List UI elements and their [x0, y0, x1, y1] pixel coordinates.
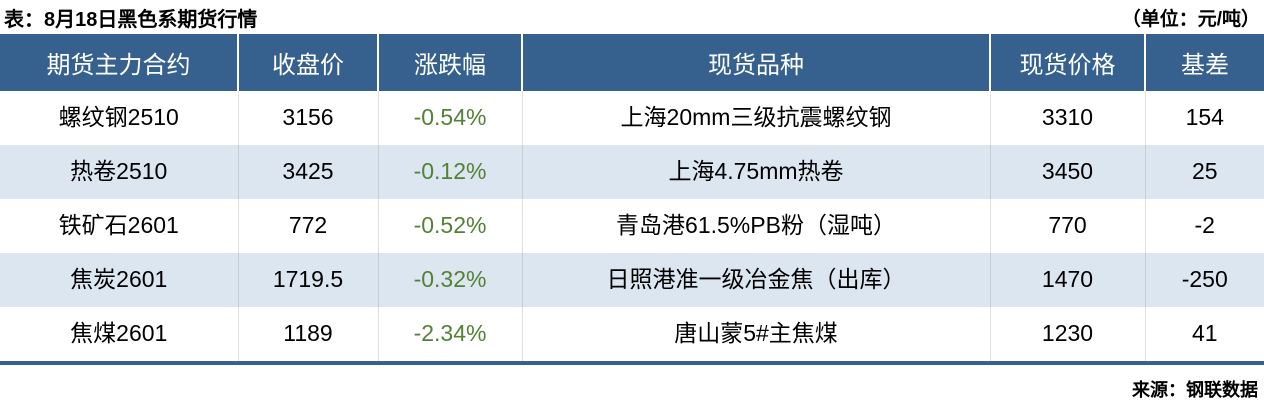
basis-cell: -2 [1144, 199, 1264, 253]
contract-cell: 焦煤2601 [0, 307, 238, 363]
table-row: 螺纹钢2510 3156 -0.54% 上海20mm三级抗震螺纹钢 3310 1… [0, 91, 1264, 145]
contract-cell: 焦炭2601 [0, 253, 238, 307]
table-row: 焦煤2601 1189 -2.34% 唐山蒙5#主焦煤 1230 41 [0, 307, 1264, 363]
col-header-spot-price: 现货价格 [989, 34, 1145, 91]
table-row: 热卷2510 3425 -0.12% 上海4.75mm热卷 3450 25 [0, 145, 1264, 199]
spot-cell: 日照港准一级冶金焦（出库） [521, 253, 990, 307]
spot-cell: 上海20mm三级抗震螺纹钢 [521, 91, 990, 145]
spot-cell: 上海4.75mm热卷 [521, 145, 990, 199]
col-header-change: 涨跌幅 [377, 34, 522, 91]
source-note: 来源：钢联数据 [1132, 380, 1258, 400]
title-row: 表：8月18日黑色系期货行情 （单位：元/吨） [0, 0, 1264, 34]
change-cell: -0.32% [377, 253, 522, 307]
basis-cell: 41 [1144, 307, 1264, 363]
contract-cell: 螺纹钢2510 [0, 91, 238, 145]
close-cell: 772 [237, 199, 378, 253]
change-cell: -0.12% [377, 145, 522, 199]
spot-price-cell: 1230 [989, 307, 1145, 363]
unit-note: （单位：元/吨） [1121, 9, 1260, 31]
close-cell: 3156 [237, 91, 378, 145]
contract-cell: 热卷2510 [0, 145, 238, 199]
basis-cell: -250 [1144, 253, 1264, 307]
change-cell: -0.54% [377, 91, 522, 145]
close-cell: 1719.5 [237, 253, 378, 307]
col-header-basis: 基差 [1144, 34, 1264, 91]
col-header-close: 收盘价 [237, 34, 378, 91]
spot-price-cell: 770 [989, 199, 1145, 253]
table-row: 焦炭2601 1719.5 -0.32% 日照港准一级冶金焦（出库） 1470 … [0, 253, 1264, 307]
close-cell: 3425 [237, 145, 378, 199]
spot-cell: 唐山蒙5#主焦煤 [521, 307, 990, 363]
spot-price-cell: 3310 [989, 91, 1145, 145]
table-row: 铁矿石2601 772 -0.52% 青岛港61.5%PB粉（湿吨） 770 -… [0, 199, 1264, 253]
contract-cell: 铁矿石2601 [0, 199, 238, 253]
spot-cell: 青岛港61.5%PB粉（湿吨） [521, 199, 990, 253]
header-row: 期货主力合约 收盘价 涨跌幅 现货品种 现货价格 基差 [0, 34, 1264, 91]
change-cell: -0.52% [377, 199, 522, 253]
table-title: 表：8月18日黑色系期货行情 [4, 9, 258, 31]
basis-cell: 154 [1144, 91, 1264, 145]
spot-price-cell: 1470 [989, 253, 1145, 307]
close-cell: 1189 [237, 307, 378, 363]
col-header-contract: 期货主力合约 [0, 34, 238, 91]
futures-table: 期货主力合约 收盘价 涨跌幅 现货品种 现货价格 基差 螺纹钢2510 3156… [0, 34, 1264, 365]
basis-cell: 25 [1144, 145, 1264, 199]
col-header-spot: 现货品种 [521, 34, 990, 91]
spot-price-cell: 3450 [989, 145, 1145, 199]
change-cell: -2.34% [377, 307, 522, 363]
